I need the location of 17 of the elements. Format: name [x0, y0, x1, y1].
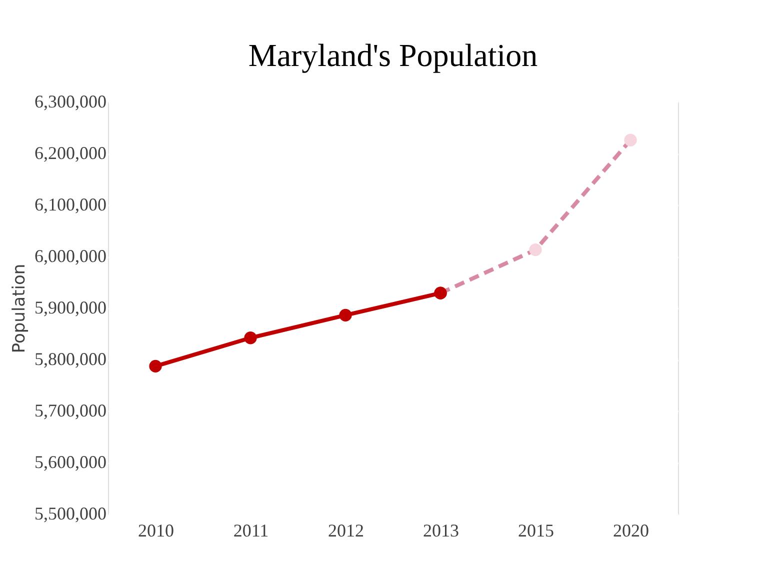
- x-tick-label: 2011: [233, 520, 269, 540]
- y-axis-title: Population: [10, 264, 30, 354]
- y-tick-label: 5,900,000: [34, 298, 106, 318]
- y-tick-label: 6,000,000: [34, 246, 106, 266]
- y-tick-label: 5,700,000: [34, 400, 106, 420]
- y-tick-label: 6,200,000: [34, 143, 106, 163]
- y-tick-label: 6,100,000: [34, 194, 106, 214]
- y-tick-label: 5,600,000: [34, 452, 106, 472]
- y-tick-label: 6,300,000: [34, 92, 106, 112]
- x-tick-label: 2010: [138, 520, 174, 540]
- y-tick-label: 5,500,000: [34, 504, 106, 524]
- x-tick-label: 2012: [328, 520, 364, 540]
- x-tick-label: 2015: [518, 520, 554, 540]
- y-tick-label: 5,800,000: [34, 349, 106, 369]
- x-tick-label: 2020: [613, 520, 649, 540]
- chart-title: Maryland's Population: [248, 37, 538, 73]
- x-tick-label: 2013: [423, 520, 459, 540]
